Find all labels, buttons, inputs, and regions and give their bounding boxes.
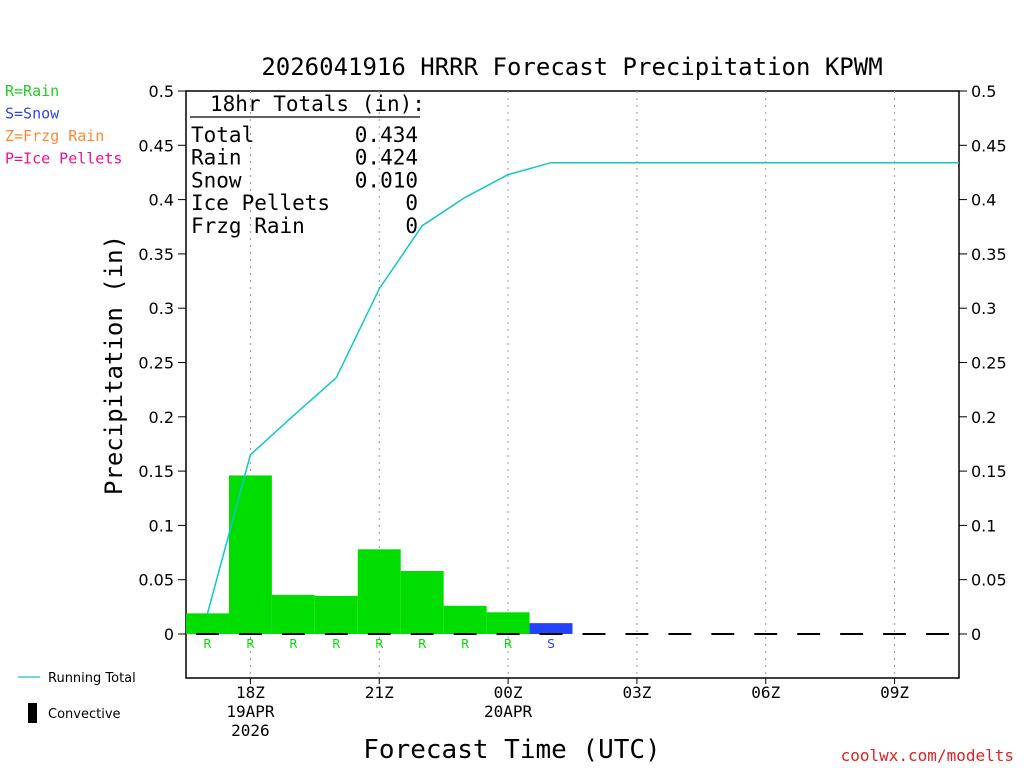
x-tick-label: 21Z (365, 683, 394, 702)
y-tick-label-left: 0 (164, 625, 174, 644)
bar-type-label: R (461, 637, 469, 651)
y-tick-label-right: 0.35 (971, 245, 1007, 264)
y-axis-label: Precipitation (in) (100, 235, 128, 495)
totals-row-value: 0 (405, 191, 418, 215)
y-tick-label-right: 0.3 (971, 299, 996, 318)
x-tick-label: 18Z (236, 683, 265, 702)
totals-header: 18hr Totals (in): (210, 92, 425, 116)
y-tick-label-left: 0.5 (149, 82, 174, 101)
bar-type-label: S (547, 637, 555, 651)
legend-type-Z: Z=Frzg Rain (5, 127, 104, 145)
y-tick-label-right: 0.25 (971, 354, 1007, 373)
totals-row-value: 0.010 (355, 168, 418, 192)
running-total-legend-label: Running Total (48, 671, 136, 686)
y-tick-label-left: 0.25 (138, 354, 174, 373)
totals-row-label: Snow (191, 168, 242, 192)
precip-bar (357, 549, 401, 634)
precip-bar (228, 475, 272, 634)
convective-legend-label: Convective (48, 707, 121, 722)
y-axes: 0 00.05 0.050.1 0.10.15 0.150.2 0.20.25 0.250.… (138, 82, 1006, 644)
bar-type-label: R (332, 637, 340, 651)
bar-type-label: R (289, 637, 297, 651)
y-tick-label-left: 0.2 (149, 408, 174, 427)
credit-link[interactable]: coolwx.com/modelts (841, 746, 1014, 765)
x-tick-label: 03Z (622, 683, 651, 702)
x-tick-label: 00Z (494, 683, 523, 702)
precip-type-legend: R=Rain S=Snow Z=Frzg Rain P=Ice Pellets (5, 82, 122, 168)
y-tick-label-left: 0.15 (138, 462, 174, 481)
bar-type-label: R (504, 637, 512, 651)
x-tick-label: 2026 (231, 721, 270, 740)
x-tick-label: 19APR (226, 702, 275, 721)
y-tick-label-left: 0.1 (149, 516, 174, 535)
totals-box: 18hr Totals (in): Total 0.434 Rain 0.424 Sno… (190, 92, 425, 238)
convective-legend-swatch (28, 703, 37, 723)
totals-row-label: Ice Pellets (191, 191, 330, 215)
legend-type-S: S=Snow (5, 105, 60, 123)
precip-bar (400, 571, 444, 634)
precip-bar (529, 623, 573, 634)
x-tick-label: 20APR (484, 702, 533, 721)
y-tick-label-left: 0.45 (138, 136, 174, 155)
y-tick-label-right: 0.5 (971, 82, 996, 101)
totals-row-label: Total (191, 123, 254, 147)
totals-row-label: Rain (191, 146, 242, 170)
y-tick-label-right: 0.45 (971, 136, 1007, 155)
running-total-series (206, 161, 959, 614)
legend-type-R: R=Rain (5, 82, 59, 100)
bar-type-label: R (246, 637, 254, 651)
precip-bar (186, 613, 229, 634)
totals-row-value: 0.434 (355, 123, 418, 147)
totals-row-value: 0 (405, 214, 418, 238)
y-tick-label-left: 0.35 (138, 245, 174, 264)
y-tick-label-left: 0.05 (138, 571, 174, 590)
bar-type-label: R (375, 637, 383, 651)
y-tick-label-right: 0 (971, 625, 981, 644)
y-tick-label-right: 0.4 (971, 191, 996, 210)
totals-row-value: 0.424 (355, 146, 418, 170)
y-tick-label-right: 0.2 (971, 408, 996, 427)
running-total-line (206, 161, 959, 614)
precip-bar (271, 594, 315, 634)
y-tick-label-right: 0.15 (971, 462, 1007, 481)
plot-frame (185, 90, 960, 679)
precip-bar (486, 612, 530, 634)
legend-type-P: P=Ice Pellets (5, 150, 122, 168)
y-tick-label-left: 0.3 (149, 299, 174, 318)
y-tick-label-right: 0.05 (971, 571, 1007, 590)
x-tick-label: 06Z (751, 683, 780, 702)
vertical-gridlines (249, 91, 896, 678)
precip-bar (443, 605, 487, 634)
y-tick-label-right: 0.1 (971, 516, 996, 535)
x-tick-label: 09Z (880, 683, 909, 702)
y-tick-label-left: 0.4 (149, 191, 174, 210)
precip-bars (186, 475, 573, 634)
totals-row-label: Frzg Rain (191, 214, 305, 238)
precip-bar (314, 595, 358, 634)
x-axis-label: Forecast Time (UTC) (363, 735, 660, 765)
bar-type-label: R (418, 637, 426, 651)
chart-title: 2026041916 HRRR Forecast Precipitation K… (261, 53, 882, 81)
bar-type-label: R (203, 637, 211, 651)
